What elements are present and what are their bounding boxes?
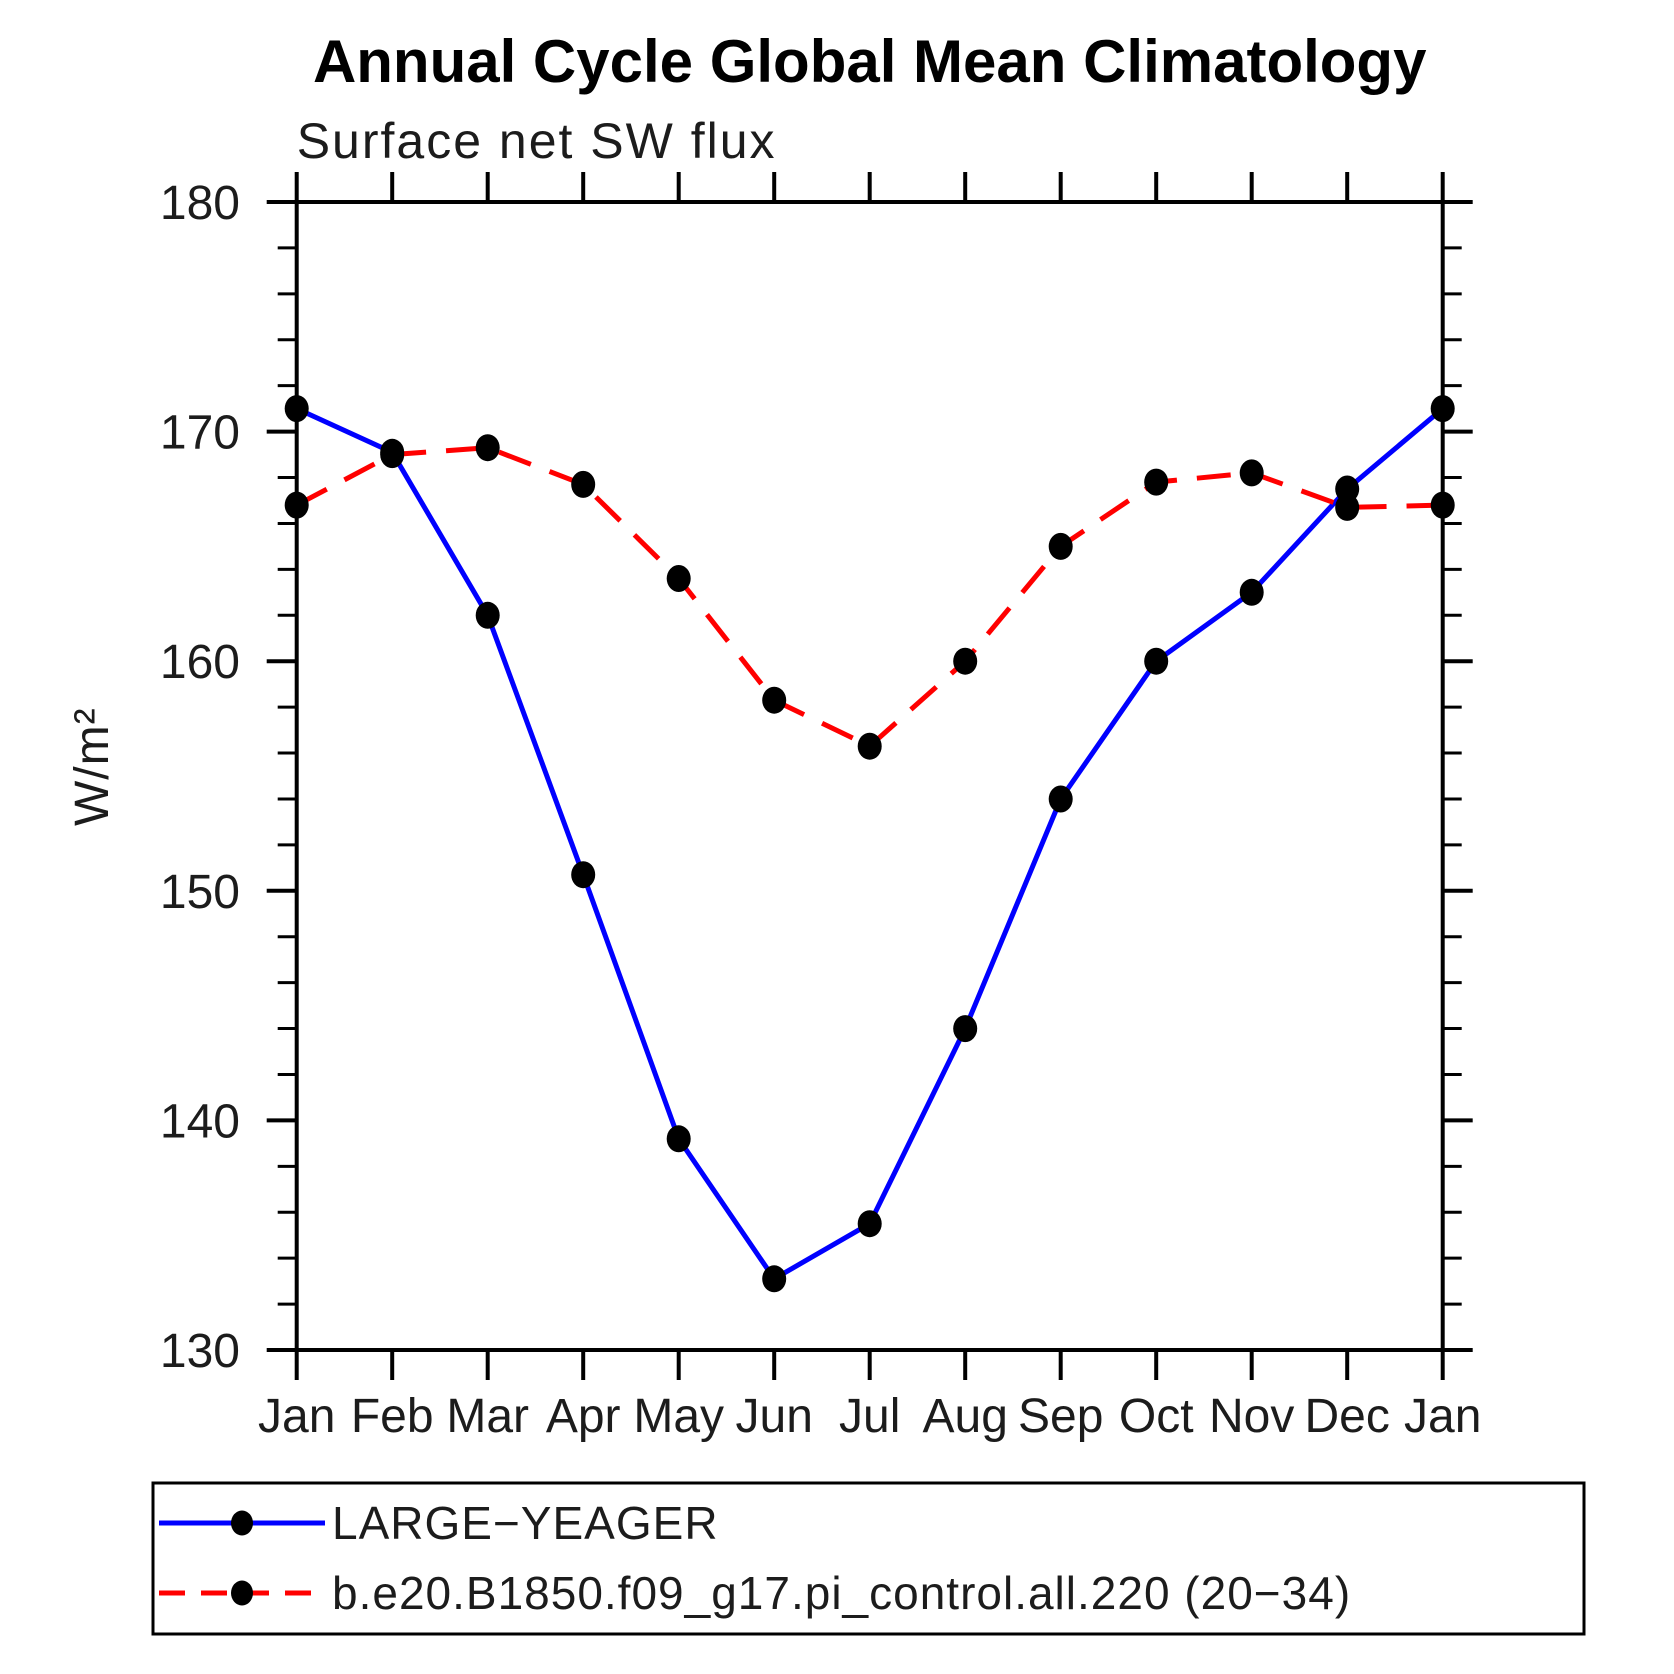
y-ticks-group bbox=[266, 200, 1473, 1352]
data-point bbox=[953, 647, 978, 675]
y-tick-label: 170 bbox=[160, 407, 240, 460]
legend-marker-1 bbox=[231, 1580, 253, 1606]
data-point bbox=[1144, 647, 1169, 675]
month-label: Aug bbox=[922, 1390, 1007, 1443]
chart-subtitle: Surface net SW flux bbox=[297, 113, 777, 169]
y-tick-label: 150 bbox=[160, 866, 240, 919]
data-point bbox=[953, 1015, 978, 1043]
month-label: Jun bbox=[736, 1390, 813, 1443]
month-label: Mar bbox=[446, 1390, 529, 1443]
plot-frame bbox=[294, 200, 1445, 1352]
data-point bbox=[857, 732, 882, 760]
y-tick-label: 180 bbox=[160, 177, 240, 230]
data-point bbox=[762, 1265, 787, 1293]
y-tick-labels-group: 130 140 150 160 170 180 bbox=[160, 177, 240, 1378]
data-point bbox=[475, 434, 500, 462]
month-label: Jan bbox=[258, 1390, 335, 1443]
data-point bbox=[571, 470, 596, 498]
data-point bbox=[571, 861, 596, 889]
legend-box bbox=[151, 1481, 1586, 1636]
month-label: Dec bbox=[1305, 1390, 1390, 1443]
month-label: May bbox=[633, 1390, 724, 1443]
data-point bbox=[1048, 785, 1073, 813]
chart-title: Annual Cycle Global Mean Climatology bbox=[313, 28, 1427, 95]
month-label: Jan bbox=[1404, 1390, 1481, 1443]
series-group bbox=[295, 406, 1445, 1283]
data-point bbox=[1239, 459, 1264, 487]
markers-group bbox=[284, 395, 1455, 1293]
y-tick-label: 130 bbox=[160, 1325, 240, 1378]
month-label: Apr bbox=[546, 1390, 621, 1443]
data-point bbox=[1048, 532, 1073, 560]
data-point bbox=[1144, 468, 1169, 496]
x-tick-labels-group: Jan Feb Mar Apr May Jun Jul Aug Sep Oct Nov Dec Jan bbox=[258, 1390, 1481, 1443]
legend-label-1: b.e20.B1850.f09_g17.pi_control.all.220 (… bbox=[332, 1567, 1351, 1619]
month-label: Oct bbox=[1119, 1390, 1194, 1443]
data-point bbox=[380, 441, 405, 469]
month-label: Feb bbox=[351, 1390, 434, 1443]
y-axis-label: W/m² bbox=[66, 707, 119, 826]
legend-marker-0 bbox=[231, 1510, 253, 1536]
series-line-0 bbox=[295, 406, 1445, 1283]
data-point bbox=[1239, 578, 1264, 606]
y-tick-label: 140 bbox=[160, 1095, 240, 1148]
month-label: Sep bbox=[1018, 1390, 1103, 1443]
month-label: Nov bbox=[1209, 1390, 1294, 1443]
legend: LARGE−YEAGER b.e20.B1850.f09_g17.pi_contr… bbox=[151, 1481, 1586, 1636]
legend-label-0: LARGE−YEAGER bbox=[332, 1497, 719, 1549]
series-line-1 bbox=[295, 445, 1443, 750]
x-ticks-group bbox=[294, 172, 1445, 1380]
data-point bbox=[666, 1125, 691, 1153]
data-point bbox=[475, 601, 500, 629]
data-point bbox=[1335, 493, 1360, 521]
y-tick-label: 160 bbox=[160, 636, 240, 689]
data-point bbox=[762, 686, 787, 714]
data-point bbox=[666, 565, 691, 592]
month-label: Jul bbox=[839, 1390, 900, 1443]
data-point bbox=[857, 1210, 882, 1238]
